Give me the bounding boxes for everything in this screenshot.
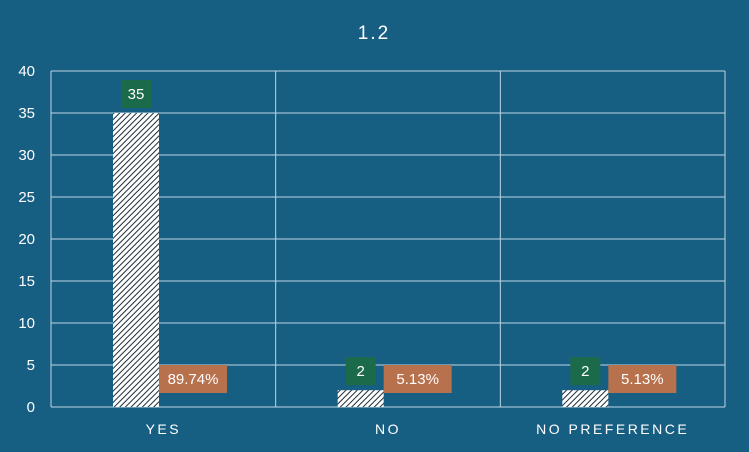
y-tick-label: 35	[18, 105, 35, 122]
grid	[50, 70, 726, 408]
percent-label: 5.13%	[396, 371, 439, 388]
count-label: 2	[581, 363, 589, 380]
percent-label: 5.13%	[621, 371, 664, 388]
x-tick-label: NO	[375, 421, 401, 437]
y-tick-label: 10	[18, 315, 35, 332]
y-tick-label: 0	[27, 399, 35, 416]
bar	[337, 390, 384, 407]
y-tick-label: 25	[18, 189, 35, 206]
chart-title: 1.2	[358, 23, 390, 44]
count-label: 35	[128, 86, 145, 103]
y-tick-label: 15	[18, 273, 35, 290]
y-tick-label: 40	[18, 63, 35, 80]
x-tick-label: YES	[146, 421, 182, 437]
bar	[562, 390, 609, 407]
percent-label-box	[608, 365, 677, 393]
y-tick-label: 30	[18, 147, 35, 164]
percent-label-box	[159, 365, 227, 393]
bar	[113, 113, 159, 407]
percent-label: 89.74%	[168, 371, 219, 388]
percent-label-box	[383, 365, 452, 393]
count-label-box	[345, 357, 376, 386]
bars	[113, 113, 609, 407]
y-tick-label: 5	[27, 357, 35, 374]
x-tick-label: NO PREFERENCE	[536, 421, 689, 437]
data-labels: 35 89.74% 2 5.13% 2 5.13%	[121, 80, 677, 393]
axes: 0 5 10 15 20 25 30 35 40 YES NO NO PREFERENCE	[18, 63, 689, 437]
y-tick-label: 20	[18, 231, 35, 248]
count-label-box	[121, 80, 151, 108]
count-label: 2	[356, 363, 364, 380]
count-label-box	[570, 357, 601, 386]
